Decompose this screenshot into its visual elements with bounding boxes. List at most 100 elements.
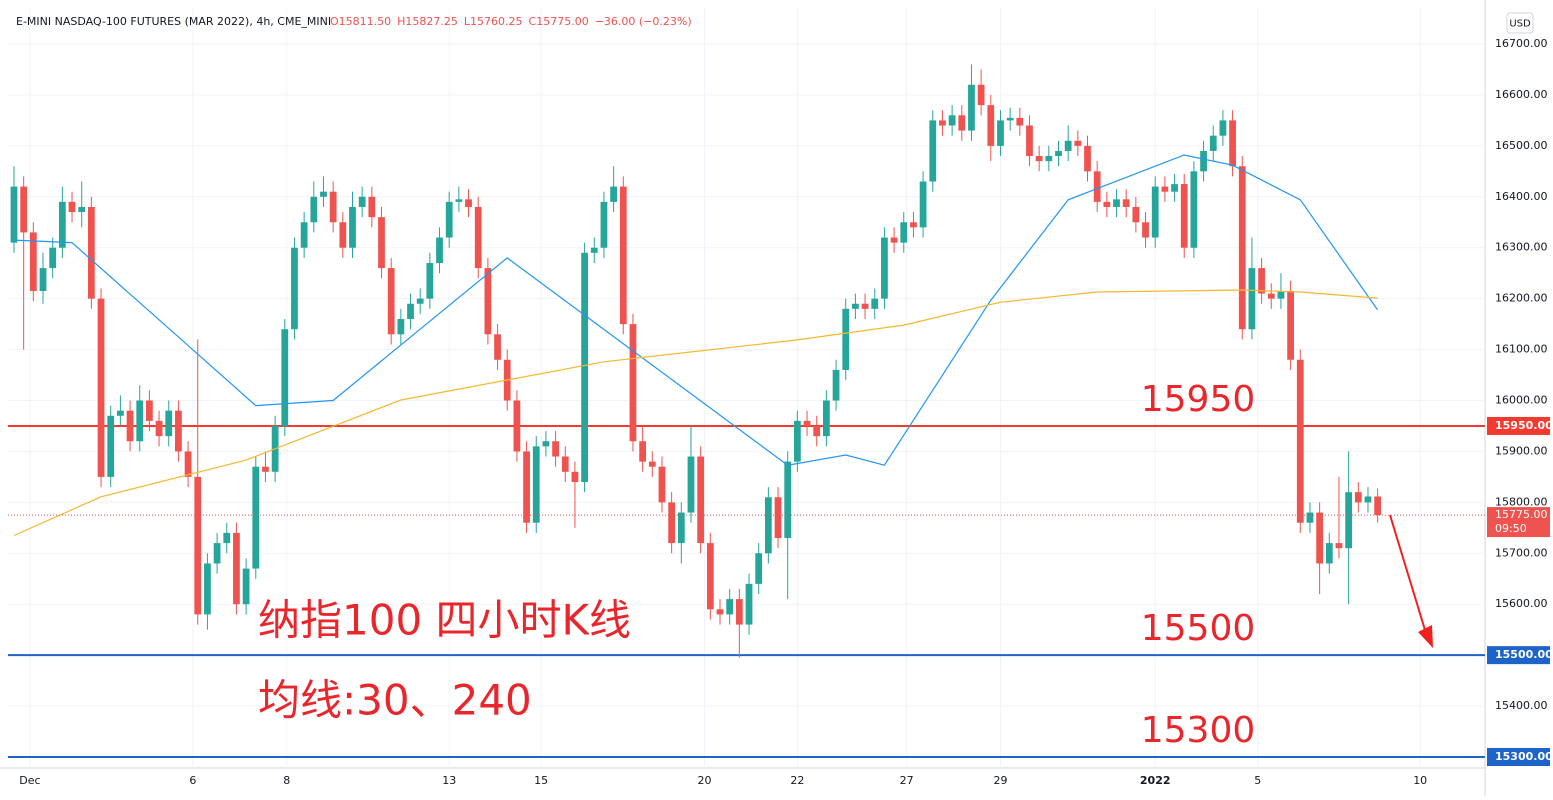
- level-annotation: 15950: [1141, 379, 1256, 420]
- candle-body: [658, 466, 666, 503]
- candle-body: [1026, 125, 1033, 157]
- candle-body: [919, 181, 927, 228]
- ohlc-value: C15775.00: [529, 15, 589, 28]
- y-tick-label: 16600.00: [1495, 88, 1548, 101]
- candle-body: [58, 201, 66, 248]
- candle-body: [1142, 222, 1149, 238]
- candle-body: [116, 410, 124, 416]
- candle-body: [1035, 156, 1043, 162]
- candle-body: [126, 410, 134, 442]
- candle-body: [436, 237, 443, 263]
- candle-body: [648, 461, 656, 467]
- candle-body: [1190, 171, 1198, 248]
- y-tick-label: 16300.00: [1495, 241, 1548, 254]
- candle-body: [291, 247, 298, 330]
- note: 纳指100 四小时K线: [258, 596, 631, 645]
- x-tick-label: Dec: [19, 774, 40, 787]
- candle-body: [1238, 166, 1246, 330]
- candle-body: [813, 425, 821, 437]
- candle-body: [822, 400, 830, 437]
- candle-body: [39, 268, 47, 292]
- level-label: 15950.00: [1495, 419, 1553, 432]
- candle-body: [1113, 199, 1120, 207]
- candle-body: [1045, 156, 1053, 162]
- candle-body: [881, 237, 888, 299]
- candle-body: [687, 456, 695, 513]
- candle-body: [774, 497, 782, 539]
- candle-body: [349, 206, 356, 248]
- x-tick-label: 20: [698, 774, 712, 787]
- candle-body: [1151, 186, 1159, 238]
- candle-body: [939, 120, 946, 126]
- candle-body: [590, 247, 598, 253]
- moving-average: [13, 154, 1379, 466]
- candle-body: [1209, 135, 1217, 151]
- candle-body: [474, 206, 482, 269]
- y-tick-label: 15700.00: [1495, 546, 1548, 559]
- candle-body: [523, 451, 530, 523]
- candle-body: [900, 222, 908, 243]
- candle-body: [426, 262, 434, 299]
- candle-body: [1335, 543, 1343, 549]
- candle-body: [890, 237, 898, 243]
- candle-body: [1345, 492, 1353, 549]
- candle-body: [1258, 268, 1265, 294]
- candle-body: [358, 196, 366, 207]
- candle-body: [968, 84, 975, 131]
- candle-body: [68, 201, 76, 213]
- x-tick-label: 15: [534, 774, 548, 787]
- note: 均线:30、240: [258, 676, 532, 725]
- level-box: [1487, 646, 1550, 665]
- candle-body: [242, 568, 250, 605]
- y-tick-label: 16700.00: [1495, 37, 1548, 50]
- candle-body: [1064, 140, 1072, 151]
- candle-body: [639, 441, 647, 462]
- candle-body: [1287, 291, 1294, 360]
- candle-body: [552, 441, 559, 457]
- ohlc-value: H15827.25: [397, 15, 458, 28]
- candle-body: [281, 329, 289, 426]
- level-box: [1487, 416, 1550, 435]
- candle-body: [1229, 120, 1236, 167]
- candle-body: [136, 400, 144, 442]
- candle-body: [513, 400, 521, 452]
- y-tick-label: 16000.00: [1495, 394, 1548, 407]
- candle-body: [1325, 543, 1333, 564]
- candle-body: [745, 583, 753, 625]
- candle-body: [542, 441, 550, 447]
- candle-body: [1219, 120, 1227, 136]
- candle-body: [977, 84, 985, 106]
- candle-body: [532, 446, 540, 523]
- candle-body: [764, 497, 772, 554]
- candle-body: [1306, 512, 1314, 523]
- candle-body: [1132, 206, 1140, 223]
- candle-body: [378, 217, 385, 269]
- y-tick-label: 15400.00: [1495, 699, 1548, 712]
- candle-body: [716, 609, 724, 615]
- x-tick-label: 10: [1413, 774, 1427, 787]
- candle-body: [1093, 171, 1101, 202]
- y-tick-label: 16400.00: [1495, 190, 1548, 203]
- x-tick-label: 27: [900, 774, 914, 787]
- y-tick-label: 16500.00: [1495, 139, 1548, 152]
- moving-average: [13, 289, 1378, 537]
- candle-body: [184, 451, 192, 477]
- y-tick-label: 15900.00: [1495, 444, 1548, 457]
- candle-body: [1016, 117, 1024, 126]
- level-annotation: 15300: [1141, 710, 1256, 751]
- candle-body: [600, 201, 608, 248]
- candle-body: [803, 420, 811, 426]
- candle-body: [339, 222, 347, 248]
- candle-body: [910, 222, 917, 228]
- candle-body: [629, 324, 637, 442]
- candle-body: [223, 532, 231, 544]
- candle-body: [958, 115, 966, 131]
- x-tick-label: 2022: [1140, 774, 1171, 787]
- candle-body: [987, 105, 995, 146]
- candle-body: [29, 232, 37, 292]
- candle-body: [107, 415, 115, 477]
- candle-body: [668, 502, 676, 544]
- candle-body: [610, 186, 618, 202]
- level-annotation: 15500: [1141, 608, 1256, 649]
